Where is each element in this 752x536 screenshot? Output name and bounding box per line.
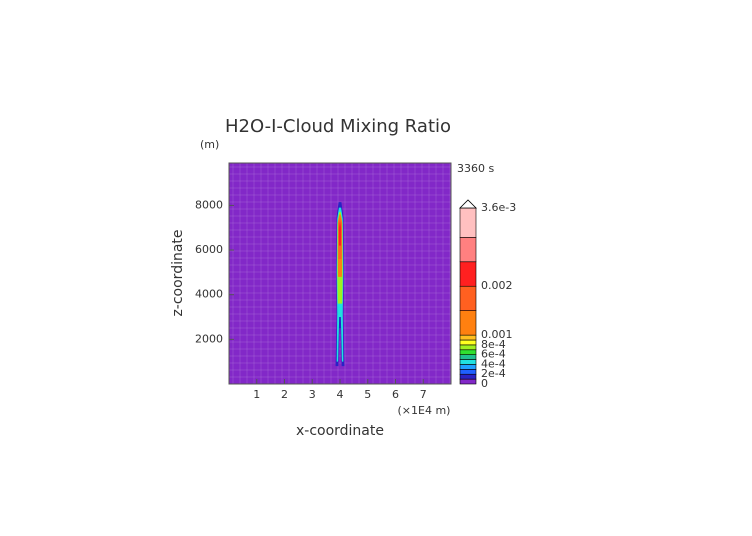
x-unit: (×1E4 m) — [398, 404, 451, 417]
colorbar-band — [459, 369, 477, 375]
colorbar-band — [459, 261, 477, 287]
colorbar-band — [459, 344, 477, 351]
colorbar-band — [459, 237, 477, 263]
colorbar-band — [459, 207, 477, 238]
x-axis-title: x-coordinate — [296, 423, 384, 439]
x-tick-label: 5 — [364, 388, 371, 401]
colorbar-band — [459, 285, 477, 311]
colorbar-band — [459, 359, 477, 365]
colorbar-band — [459, 349, 477, 355]
colorbar-tick-label: 0.001 — [481, 328, 513, 341]
x-tick-label: 4 — [337, 388, 344, 401]
y-tick-label: 2000 — [195, 332, 223, 345]
colorbar-band — [459, 364, 477, 370]
x-tick-label: 7 — [420, 388, 427, 401]
colorbar-band — [459, 354, 477, 360]
x-tick-label: 3 — [309, 388, 316, 401]
colorbar-over — [459, 199, 477, 209]
chart-title: H2O-I-Cloud Mixing Ratio — [225, 116, 451, 137]
y-axis-title: z-coordinate — [170, 229, 186, 316]
x-tick-label: 1 — [253, 388, 260, 401]
colorbar-band — [459, 378, 477, 385]
colorbar-band — [459, 373, 477, 380]
y-tick-label: 8000 — [195, 198, 223, 211]
y-unit: (m) — [200, 138, 219, 151]
colorbar-band — [459, 339, 477, 346]
y-tick-label: 6000 — [195, 243, 223, 256]
time-label: 3360 s — [457, 162, 494, 175]
colorbar-tick-label: 0 — [481, 377, 488, 390]
colorbar-tick-label: 4e-4 — [481, 357, 506, 370]
colorbar-tick-label: 2e-4 — [481, 367, 506, 380]
y-tick-label: 4000 — [195, 288, 223, 301]
x-tick-label: 2 — [281, 388, 288, 401]
colorbar-tick-label: 0.002 — [481, 279, 513, 292]
colorbar-band — [459, 310, 477, 336]
colorbar-band — [459, 334, 477, 341]
colorbar-tick-label: 3.6e-3 — [481, 201, 516, 214]
x-tick-label: 6 — [392, 388, 399, 401]
contour-band — [338, 221, 342, 246]
colorbar-tick-label: 8e-4 — [481, 338, 506, 351]
colorbar-tick-label: 6e-4 — [481, 348, 506, 361]
